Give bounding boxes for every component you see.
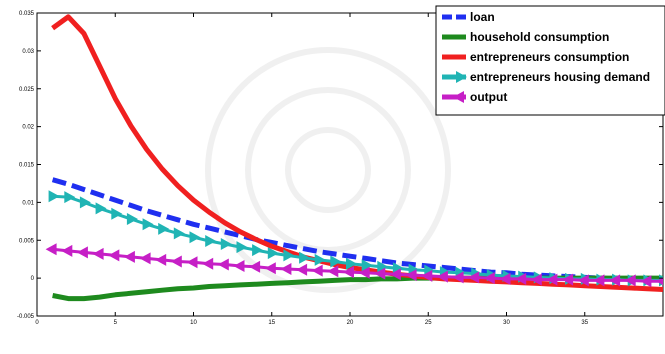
data-point-output [483,272,495,285]
y-tick-label: 0.015 [19,163,35,169]
legend-label-entrepreneurs-consumption: entrepreneurs consumption [470,50,629,64]
data-point-output [123,250,135,263]
data-point-entrepreneurs-housing-demand [111,207,123,220]
data-point-output [155,253,167,266]
x-tick-label: 0 [35,320,39,326]
data-point-entrepreneurs-housing-demand [79,196,91,209]
data-point-output [577,274,589,287]
data-point-entrepreneurs-housing-demand [142,218,154,231]
x-tick-label: 5 [114,320,118,326]
data-point-entrepreneurs-housing-demand [48,190,60,203]
data-point-output [233,260,245,272]
data-point-output [499,272,511,285]
x-tick-label: 10 [190,320,197,326]
data-point-output [139,252,151,265]
data-point-entrepreneurs-housing-demand [252,244,264,257]
data-point-entrepreneurs-housing-demand [95,202,107,215]
x-tick-label: 20 [347,320,354,326]
y-tick-label: -0.005 [17,314,35,320]
data-point-output [217,258,229,271]
data-point-entrepreneurs-housing-demand [346,257,357,270]
data-point-entrepreneurs-housing-demand [314,253,326,266]
data-point-output [264,262,276,275]
data-point-output [280,263,292,275]
series-line-loan [51,177,663,283]
y-tick-label: 0.03 [22,49,34,55]
data-point-output [296,263,308,276]
axis-layer: 0 5 10 15 20 25 30 35-0.00500.0050.010.0150.020… [17,11,663,326]
y-tick-label: 0.005 [19,238,35,244]
legend-label-entrepreneurs-housing-demand: entrepreneurs housing demand [470,70,650,84]
x-tick-label: 15 [268,320,275,326]
data-point-output [170,255,182,268]
series-line-entrepreneurs-consumption [51,14,663,292]
data-point-output [45,243,57,256]
data-point-entrepreneurs-housing-demand [205,235,217,247]
legend-label-household-consumption: household consumption [470,30,609,44]
legend: loan household consumption entrepreneurs c… [435,5,665,116]
data-point-output [609,274,621,287]
data-point-entrepreneurs-housing-demand [173,227,185,240]
data-point-entrepreneurs-housing-demand [377,260,389,273]
data-point-output [389,268,401,281]
data-point-entrepreneurs-housing-demand [126,213,138,225]
data-point-output [108,249,120,262]
series-line-output [52,247,663,283]
legend-marker-entrepreneurs-housing-demand [456,71,467,83]
data-point-output [421,269,433,282]
background-watermark [205,47,451,293]
data-point-entrepreneurs-housing-demand [158,222,170,235]
y-tick-label: 0.025 [19,87,35,93]
data-point-output [327,265,339,278]
data-point-output [311,264,323,277]
data-point-output [92,247,104,260]
y-tick-label: 0.02 [22,125,34,131]
data-point-output [546,273,558,286]
data-point-output [374,267,386,280]
data-point-output [468,271,480,284]
x-tick-label: 30 [503,320,510,326]
data-point-entrepreneurs-housing-demand [189,231,201,244]
series-layer [45,14,663,302]
y-tick-label: 0 [31,276,35,282]
data-point-output [624,274,636,287]
data-point-output [452,271,464,284]
data-point-output [249,260,261,273]
data-point-output [515,272,527,285]
data-point-output [343,266,354,279]
data-point-entrepreneurs-housing-demand [330,255,342,268]
x-tick-label: 35 [581,320,588,326]
data-point-output [61,244,73,257]
data-point-output [186,256,198,269]
data-point-output [656,277,663,286]
data-point-output [436,270,448,283]
data-point-entrepreneurs-housing-demand [64,191,76,204]
data-point-output [530,273,542,286]
data-point-output [202,257,214,270]
data-point-output [562,273,574,286]
legend-marker-output [453,91,464,103]
data-point-output [76,246,88,259]
data-point-entrepreneurs-housing-demand [220,238,232,250]
y-tick-label: 0.035 [19,11,35,17]
data-point-entrepreneurs-housing-demand [236,241,248,254]
legend-label-loan: loan [470,10,495,24]
data-point-entrepreneurs-housing-demand [267,247,279,260]
data-point-output [358,266,370,279]
data-point-output [593,274,605,287]
data-point-output [640,275,652,288]
data-point-entrepreneurs-housing-demand [283,249,295,262]
x-tick-label: 25 [425,320,432,326]
y-tick-label: 0.01 [22,200,34,206]
legend-label-output: output [470,90,507,104]
legend-box [435,5,665,116]
data-point-entrepreneurs-housing-demand [361,259,373,272]
data-point-entrepreneurs-housing-demand [299,251,311,264]
data-point-output [405,269,417,282]
